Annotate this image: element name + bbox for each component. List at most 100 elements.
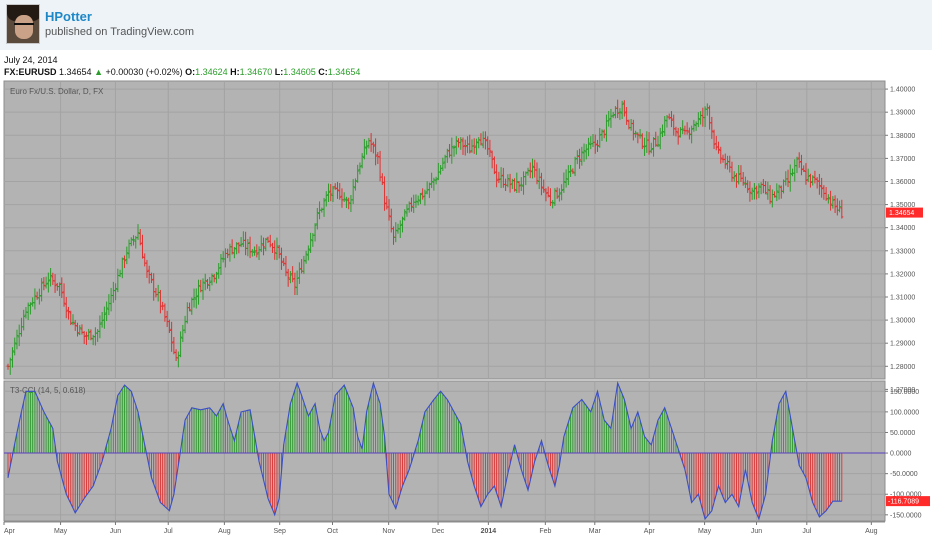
price-bar[interactable] [488, 139, 492, 158]
time-axis[interactable]: Apr May Jun Jul Aug Sep Oct Nov Dec 2014 Feb Mar Apr… [3, 521, 932, 542]
price-bar[interactable] [820, 177, 824, 198]
price-bar[interactable] [400, 216, 404, 233]
price-bar[interactable] [259, 235, 263, 253]
price-bar[interactable] [129, 237, 133, 247]
price-bar[interactable] [167, 319, 171, 334]
price-bar[interactable] [64, 297, 68, 319]
price-bar[interactable] [315, 207, 319, 230]
price-bar[interactable] [656, 136, 660, 148]
price-bar[interactable] [356, 164, 360, 183]
price-bar[interactable] [33, 288, 37, 310]
price-bar[interactable] [542, 179, 546, 193]
price-bar[interactable] [676, 127, 680, 145]
price-bar[interactable] [578, 148, 582, 169]
price-bar[interactable] [398, 220, 402, 238]
price-bar[interactable] [719, 146, 723, 164]
user-avatar[interactable] [6, 4, 40, 44]
price-bar[interactable] [179, 331, 183, 358]
price-bar[interactable] [690, 125, 694, 144]
price-bar[interactable] [445, 148, 449, 163]
price-bar[interactable] [730, 161, 734, 182]
price-bar[interactable] [253, 246, 257, 256]
price-bar[interactable] [28, 302, 32, 315]
price-bar[interactable] [669, 111, 673, 128]
price-bar[interactable] [82, 331, 86, 344]
price-bar[interactable] [681, 120, 685, 135]
price-bar[interactable] [145, 259, 149, 278]
price-bar[interactable] [799, 154, 803, 176]
price-bar[interactable] [768, 185, 772, 204]
price-bar[interactable] [335, 181, 339, 199]
price-bar[interactable] [362, 138, 366, 160]
price-bar[interactable] [813, 170, 817, 184]
price-bar[interactable] [748, 181, 752, 202]
price-bar[interactable] [13, 337, 17, 356]
price-bar[interactable] [595, 139, 599, 152]
price-bar[interactable] [472, 138, 476, 154]
price-bar[interactable] [497, 171, 501, 184]
price-bar[interactable] [775, 183, 779, 202]
price-bar[interactable] [239, 237, 243, 248]
price-bar[interactable] [369, 133, 373, 152]
username-link[interactable]: HPotter [45, 9, 92, 24]
price-bar[interactable] [562, 172, 566, 193]
price-bar[interactable] [125, 246, 129, 265]
price-bar[interactable] [344, 196, 348, 209]
price-bar[interactable] [405, 204, 409, 217]
price-bar[interactable] [620, 100, 624, 119]
price-bar[interactable] [387, 199, 391, 221]
price-bar[interactable] [15, 329, 19, 350]
price-bar[interactable] [353, 178, 357, 191]
price-bar[interactable] [587, 137, 591, 157]
price-bar[interactable] [616, 99, 620, 119]
price-bar[interactable] [450, 137, 454, 164]
price-bar[interactable] [71, 314, 75, 326]
price-bar[interactable] [786, 169, 790, 188]
price-bar[interactable] [741, 171, 745, 186]
price-bar[interactable] [618, 108, 622, 120]
price-bar[interactable] [461, 137, 465, 155]
price-bar[interactable] [764, 181, 768, 195]
price-bar[interactable] [255, 244, 259, 258]
price-bar[interactable] [418, 192, 422, 205]
price-bar[interactable] [371, 141, 375, 154]
price-bar[interactable] [67, 306, 71, 320]
price-bar[interactable] [105, 301, 109, 322]
price-bar[interactable] [403, 209, 407, 221]
price-bar[interactable] [40, 278, 44, 302]
price-bar[interactable] [560, 184, 564, 201]
price-bar[interactable] [553, 188, 557, 206]
price-bar[interactable] [600, 129, 604, 141]
price-bar[interactable] [468, 134, 472, 154]
price-bar[interactable] [838, 200, 842, 213]
price-bar[interactable] [427, 182, 431, 199]
price-bar[interactable] [829, 190, 833, 211]
price-bar[interactable] [288, 271, 292, 284]
price-bar[interactable] [302, 255, 306, 274]
price-bar[interactable] [654, 131, 658, 147]
price-bar[interactable] [331, 185, 335, 203]
price-bar[interactable] [250, 249, 254, 257]
price-panel-bg[interactable] [3, 80, 886, 380]
price-bar[interactable] [530, 158, 534, 179]
price-bar[interactable] [575, 150, 579, 165]
price-bar[interactable] [663, 116, 667, 136]
price-bar[interactable] [87, 328, 91, 340]
price-bar[interactable] [394, 222, 398, 243]
price-bar[interactable] [197, 279, 201, 305]
price-bar[interactable] [551, 200, 555, 209]
price-bar[interactable] [506, 174, 510, 188]
price-bar[interactable] [526, 167, 530, 176]
price-bar[interactable] [205, 278, 209, 289]
price-bar[interactable] [528, 162, 532, 179]
price-bar[interactable] [62, 283, 66, 307]
price-bar[interactable] [636, 132, 640, 144]
price-bar[interactable] [804, 163, 808, 185]
price-bar[interactable] [831, 196, 835, 209]
price-bar[interactable] [483, 131, 487, 150]
price-bar[interactable] [322, 197, 326, 217]
price-bar[interactable] [275, 237, 279, 261]
price-bar[interactable] [797, 152, 801, 168]
price-bar[interactable] [647, 132, 651, 155]
price-bar[interactable] [611, 111, 615, 119]
